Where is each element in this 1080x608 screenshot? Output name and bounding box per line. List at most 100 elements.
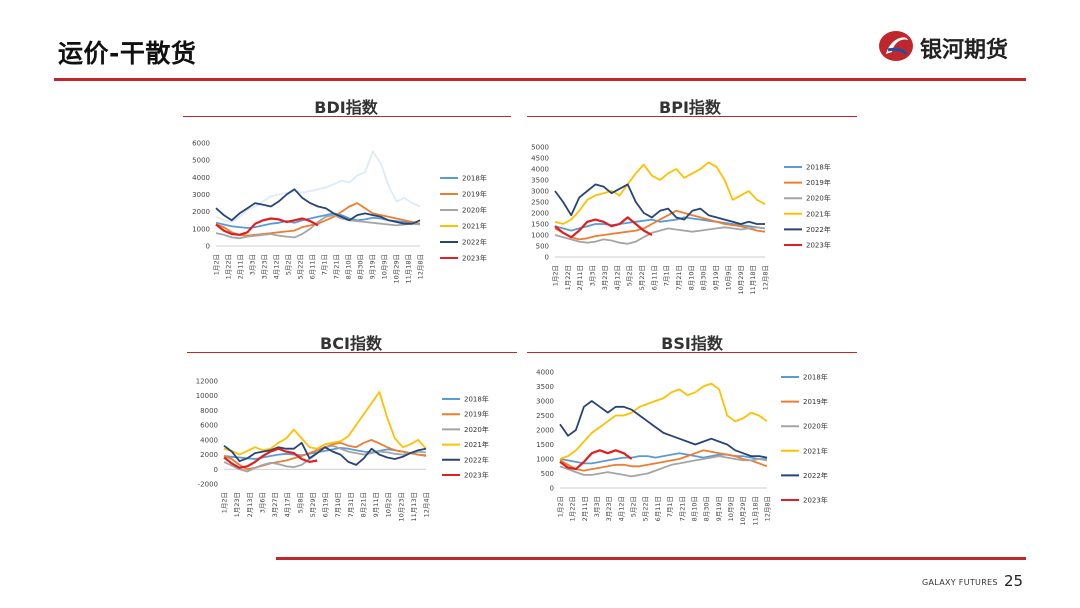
bci-series-line-2023 — [223, 447, 318, 469]
bsi-y-tick-label: 3000 — [536, 398, 554, 406]
bdi-x-tick-label: 10月29日 — [393, 254, 401, 284]
bpi-y-tick-label: 3000 — [531, 188, 549, 196]
bdi-x-tick-label: 1月22日 — [225, 254, 233, 279]
bdi-x-tick-label: 12月8日 — [417, 254, 425, 279]
bci-x-tick-label: 9月11日 — [372, 492, 380, 517]
bpi-y-tick-label: 4500 — [531, 155, 549, 163]
bpi-x-tick-label: 1月22日 — [564, 265, 572, 290]
bci-x-tick-label: 12月4日 — [423, 492, 431, 517]
bci-x-tick-label: 5月29日 — [309, 492, 317, 517]
bdi-legend-label: 2021年 — [462, 222, 487, 231]
logo-text: 银河期货 — [920, 38, 1009, 63]
bpi-x-tick-label: 7月1日 — [663, 265, 671, 286]
bpi-series-line-2020 — [554, 226, 766, 245]
bdi-x-tick-label: 6月11日 — [309, 254, 317, 279]
bpi-x-tick-label: 4月12日 — [613, 265, 621, 290]
bdi-x-tick-label: 11月18日 — [405, 254, 413, 284]
bci-x-tick-label: 5月8日 — [296, 492, 304, 513]
bdi-series-line-2023 — [215, 217, 319, 236]
bsi-series-line-2019 — [559, 449, 768, 472]
bsi-y-tick-label: 2500 — [536, 412, 554, 420]
bci-legend-label: 2020年 — [464, 425, 489, 434]
bpi-x-tick-label: 5月22日 — [638, 265, 646, 290]
bpi-title-rule — [527, 116, 857, 117]
bsi-x-tick-label: 5月2日 — [630, 496, 638, 517]
bci-y-tick-label: 4000 — [200, 436, 218, 444]
bsi-x-tick-label: 2月11日 — [581, 496, 589, 521]
bsi-series-line-2023 — [559, 449, 633, 471]
bpi-x-tick-label: 8月10日 — [687, 265, 695, 290]
bsi-series-line-2020 — [559, 455, 768, 478]
bpi-y-tick-label: 3500 — [531, 177, 549, 185]
bsi-legend-label: 2021年 — [803, 446, 828, 455]
bsi-x-tick-label: 3月3日 — [593, 496, 601, 517]
bci-x-tick-label: 4月17日 — [284, 492, 292, 517]
bdi-y-tick-label: 0 — [206, 243, 210, 251]
bpi-x-tick-label: 10月9日 — [724, 265, 732, 290]
bci-y-tick-label: 10000 — [196, 392, 218, 400]
bsi-y-tick-label: 1500 — [536, 441, 554, 449]
bci-legend-label: 2021年 — [464, 440, 489, 449]
bsi-x-tick-label: 5月22日 — [642, 496, 650, 521]
bpi-series-line-2021 — [554, 161, 766, 225]
bpi-y-tick-label: 2500 — [531, 199, 549, 207]
bsi-legend-label: 2023年 — [803, 496, 828, 505]
bdi-legend-label: 2023年 — [462, 254, 487, 263]
bdi-series-line-2022 — [215, 188, 421, 225]
bdi-x-tick-label: 9月19日 — [369, 254, 377, 279]
bdi-y-tick-label: 4000 — [192, 174, 210, 182]
bci-legend-label: 2022年 — [464, 455, 489, 464]
company-logo: 银河期货 — [876, 28, 1036, 64]
bsi-x-tick-label: 12月8日 — [764, 496, 772, 521]
bsi-x-tick-label: 6月11日 — [654, 496, 662, 521]
footer-divider — [276, 557, 1026, 560]
bpi-x-tick-label: 5月2日 — [626, 265, 634, 286]
bci-y-tick-label: -2000 — [198, 481, 218, 489]
bdi-x-tick-label: 7月1日 — [321, 254, 329, 275]
bdi-legend-label: 2018年 — [462, 174, 487, 183]
bpi-y-tick-label: 2000 — [531, 210, 549, 218]
bsi-legend-label: 2022年 — [803, 471, 828, 480]
bci-x-tick-label: 7月31日 — [347, 492, 355, 517]
bci-x-tick-label: 10月23日 — [397, 492, 405, 522]
bci-legend-label: 2018年 — [464, 395, 489, 404]
bpi-series-line-2019 — [554, 209, 766, 241]
bci-x-tick-label: 3月6日 — [258, 492, 266, 513]
bsi-y-tick-label: 3500 — [536, 383, 554, 391]
bdi-x-tick-label: 7月21日 — [333, 254, 341, 279]
bsi-y-tick-label: 1000 — [536, 456, 554, 464]
bsi-series-line-2022 — [559, 400, 768, 459]
bdi-y-tick-label: 2000 — [192, 208, 210, 216]
bdi-y-tick-label: 5000 — [192, 157, 210, 165]
bci-x-tick-label: 10月2日 — [385, 492, 393, 517]
bpi-x-tick-label: 8月30日 — [700, 265, 708, 290]
bci-series-line-2022 — [223, 441, 427, 466]
bsi-x-tick-label: 7月21日 — [678, 496, 686, 521]
bci-legend-label: 2023年 — [464, 471, 489, 480]
bdi-x-tick-label: 8月30日 — [357, 254, 365, 279]
page-title: 运价-干散货 — [58, 39, 197, 68]
bci-y-tick-label: 6000 — [200, 422, 218, 430]
bsi-x-tick-label: 7月1日 — [666, 496, 674, 517]
bpi-x-tick-label: 3月3日 — [589, 265, 597, 286]
bdi-x-tick-label: 3月3日 — [249, 254, 257, 275]
bpi-series-line-2018 — [554, 216, 766, 232]
bdi-x-tick-label: 4月12日 — [273, 254, 281, 279]
bdi-x-tick-label: 3月23日 — [261, 254, 269, 279]
bci-x-tick-label: 3月27日 — [271, 492, 279, 517]
bci-x-tick-label: 7月10日 — [334, 492, 342, 517]
bpi-legend-label: 2019年 — [806, 178, 831, 187]
bsi-x-tick-label: 8月10日 — [690, 496, 698, 521]
bdi-series-line-2021 — [215, 150, 421, 223]
bdi-x-tick-label: 8月10日 — [345, 254, 353, 279]
bdi-title-rule — [183, 116, 511, 117]
bpi-x-tick-label: 1月2日 — [552, 265, 560, 286]
bsi-x-tick-label: 9月19日 — [715, 496, 723, 521]
bdi-y-tick-label: 1000 — [192, 225, 210, 233]
bsi-x-tick-label: 11月18日 — [751, 496, 759, 526]
bpi-series-line-2023 — [554, 216, 653, 239]
bci-y-tick-label: 8000 — [200, 407, 218, 415]
bsi-legend-label: 2019年 — [803, 397, 828, 406]
bdi-x-tick-label: 5月22日 — [297, 254, 305, 279]
